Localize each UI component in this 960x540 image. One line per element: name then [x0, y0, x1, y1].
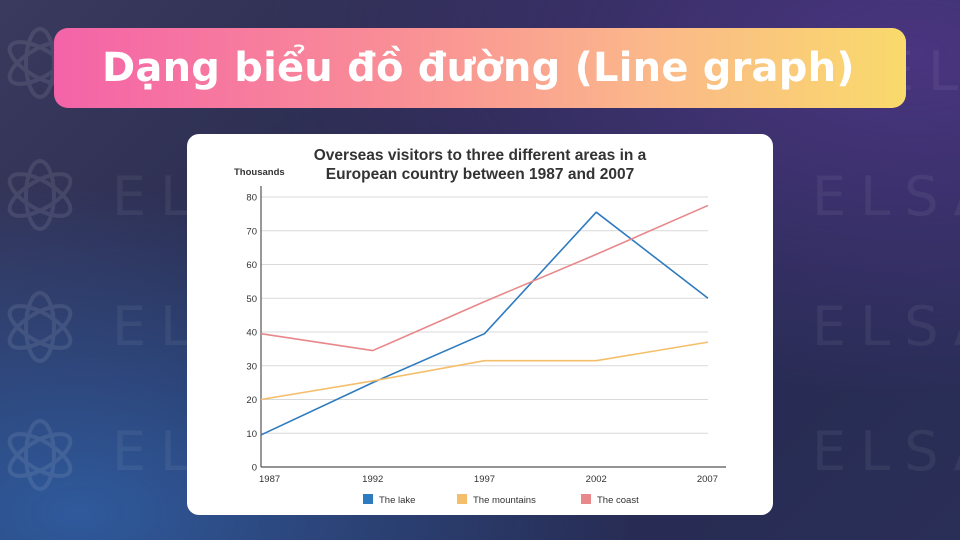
- title-banner: Dạng biểu đồ đường (Line graph): [54, 28, 906, 108]
- y-tick-label: 50: [246, 294, 257, 305]
- elsa-flower-icon: [7, 159, 73, 231]
- y-tick-label: 70: [246, 226, 257, 237]
- y-tick-label: 20: [246, 395, 257, 406]
- banner-title: Dạng biểu đồ đường (Line graph): [102, 45, 855, 91]
- chart-card: Overseas visitors to three different are…: [187, 134, 773, 515]
- chart-title-line2: European country between 1987 and 2007: [326, 166, 634, 183]
- series-line-the-coast: [260, 204, 709, 352]
- x-tick-label: 2007: [697, 474, 718, 485]
- y-tick-label: 60: [246, 260, 257, 271]
- y-tick-label: 40: [246, 328, 257, 339]
- x-tick-label: 1992: [362, 474, 383, 485]
- elsa-flower-icon: [7, 419, 73, 491]
- y-tick-label: 0: [252, 463, 257, 474]
- x-tick-label: 1987: [259, 474, 280, 485]
- legend-label: The coast: [597, 495, 639, 506]
- series-line-the-lake: [260, 211, 709, 436]
- chart-title-line1: Overseas visitors to three different are…: [314, 147, 647, 164]
- legend-swatch: [363, 494, 373, 504]
- legend-label: The mountains: [473, 495, 536, 506]
- legend-swatch: [457, 494, 467, 504]
- y-tick-label: 30: [246, 361, 257, 372]
- series-line-the-mountains: [260, 341, 709, 401]
- line-chart: Overseas visitors to three different are…: [234, 147, 726, 506]
- watermark-text: ELSA: [812, 420, 960, 483]
- x-tick-label: 2002: [586, 474, 607, 485]
- legend-swatch: [581, 494, 591, 504]
- y-axis-label: Thousands: [234, 167, 285, 178]
- y-tick-label: 10: [246, 429, 257, 440]
- watermark-text: ELSA: [812, 295, 960, 358]
- elsa-flower-icon: [7, 291, 73, 363]
- y-tick-label: 80: [246, 193, 257, 204]
- watermark-text: ELSA: [812, 165, 960, 228]
- x-tick-label: 1997: [474, 474, 495, 485]
- legend-label: The lake: [379, 495, 415, 506]
